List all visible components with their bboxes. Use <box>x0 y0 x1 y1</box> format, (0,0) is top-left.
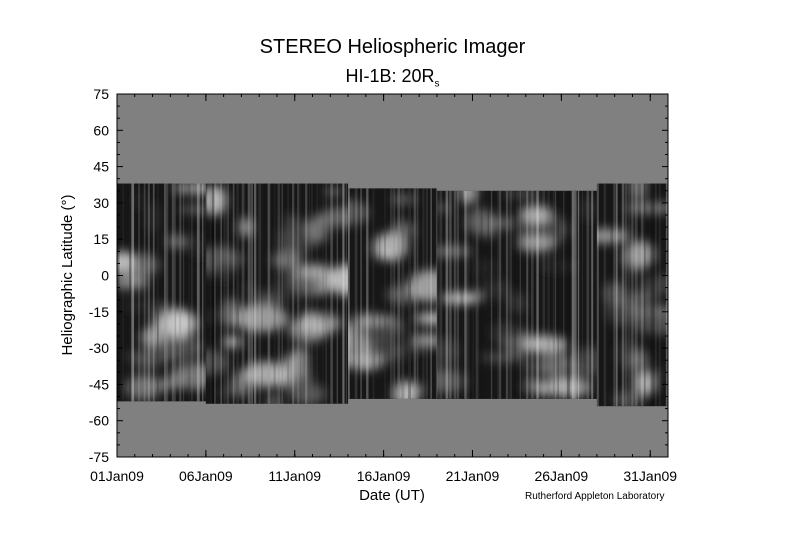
coverage-segment <box>117 183 206 402</box>
subtitle-main: HI-1B: 20R <box>345 66 435 86</box>
coverage-streaks <box>596 183 668 407</box>
y-tick-label: -15 <box>89 304 109 320</box>
coverage-segment <box>348 188 437 399</box>
y-tick-label: 75 <box>93 86 109 102</box>
coverage-streaks <box>436 190 597 399</box>
coverage-streaks <box>205 183 347 404</box>
y-tick-label: -30 <box>89 340 109 356</box>
coverage-texture <box>436 190 597 399</box>
y-axis-label: Heliographic Latitude (°) <box>59 194 76 355</box>
x-tick-label: 01Jan09 <box>90 468 144 484</box>
x-tick-label: 31Jan09 <box>623 468 677 484</box>
coverage-texture <box>596 183 668 407</box>
coverage-segment <box>436 190 597 399</box>
data-coverage-layer <box>117 183 668 407</box>
x-tick-label: 26Jan09 <box>534 468 588 484</box>
y-tick-label: 45 <box>93 159 109 175</box>
coverage-segment <box>596 183 668 407</box>
axis-layer: 75 60 45 30 15 0 -15 -30 -45 -60 -75 01Jan09 06Jan09… <box>89 86 678 484</box>
x-tick-label: 16Jan09 <box>357 468 411 484</box>
y-tick-label: -60 <box>89 413 109 429</box>
coverage-texture <box>117 183 206 401</box>
x-tick-label: 21Jan09 <box>446 468 500 484</box>
coverage-streaks <box>117 183 204 402</box>
y-tick-label: 60 <box>93 122 109 138</box>
coverage-texture <box>348 195 437 399</box>
y-tick-label: 0 <box>101 268 109 284</box>
subtitle-subscript: s <box>434 78 440 90</box>
y-tick-label: -75 <box>89 449 109 465</box>
y-tick-label: -45 <box>89 376 109 392</box>
y-tick-label: 15 <box>93 231 109 247</box>
chart-title: STEREO Heliospheric Imager <box>259 36 526 58</box>
chart-subtitle: HI-1B: 20Rs <box>0 66 785 90</box>
x-tick-label: 06Jan09 <box>179 468 233 484</box>
coverage-texture <box>205 185 349 404</box>
x-tick-label: 11Jan09 <box>268 468 321 484</box>
y-tick-label: 30 <box>93 195 109 211</box>
coverage-streaks <box>348 188 437 399</box>
coverage-segment <box>205 183 349 404</box>
credit-label: Rutherford Appleton Laboratory <box>525 491 665 502</box>
x-axis-label: Date (UT) <box>359 487 425 504</box>
